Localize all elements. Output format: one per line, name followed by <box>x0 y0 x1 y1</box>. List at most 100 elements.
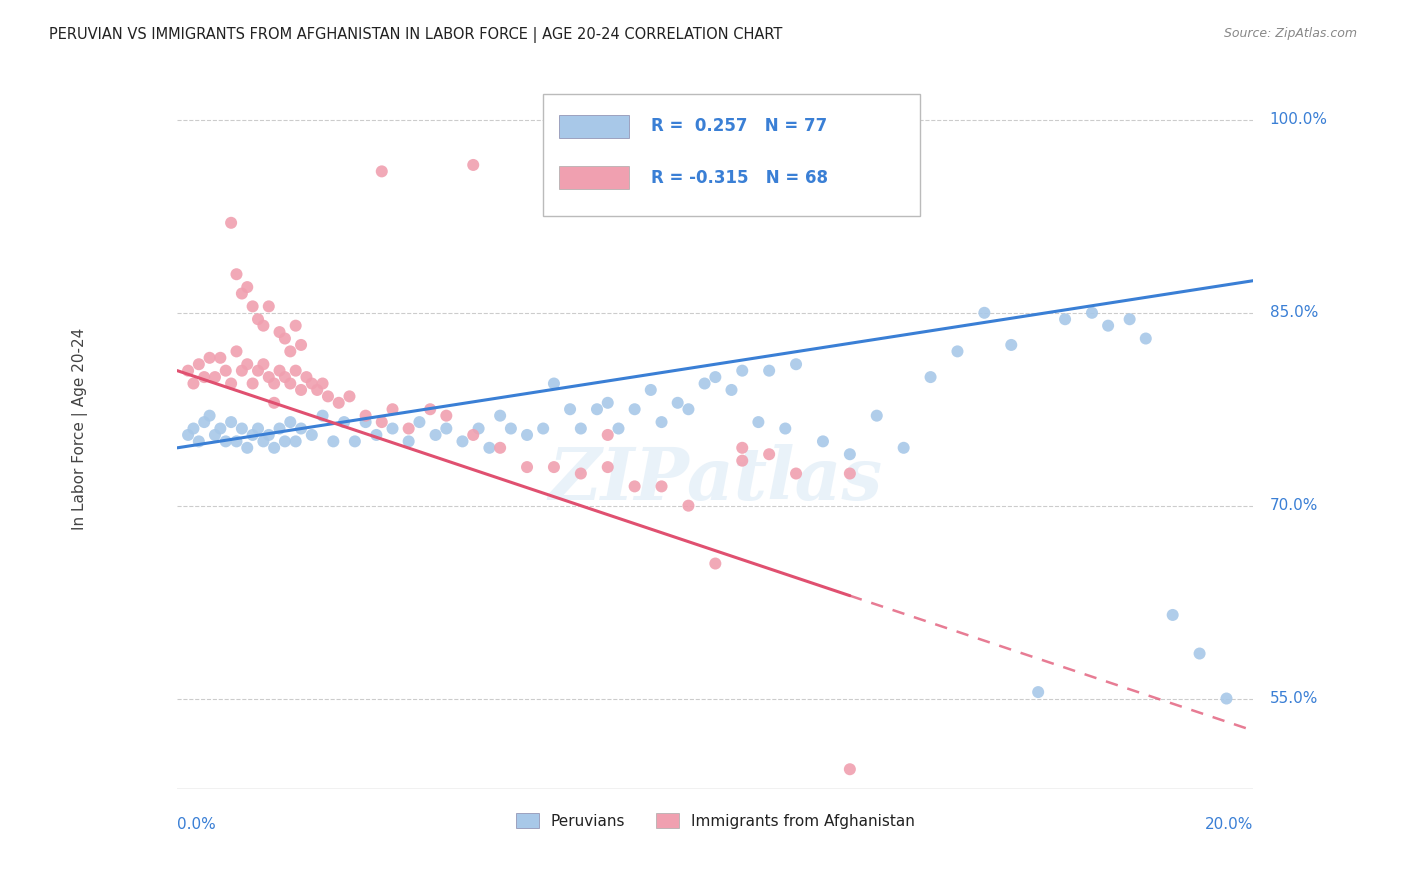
Point <box>278 344 301 359</box>
Point <box>225 344 247 359</box>
Point <box>558 402 581 417</box>
Point <box>231 364 253 378</box>
Point <box>278 376 301 391</box>
Point <box>758 447 780 461</box>
Point <box>257 370 280 384</box>
Point <box>1081 306 1104 320</box>
FancyBboxPatch shape <box>560 166 630 189</box>
Point <box>973 306 995 320</box>
Point <box>290 421 312 435</box>
Point <box>236 357 259 371</box>
Point <box>316 389 339 403</box>
Point <box>257 299 280 313</box>
Point <box>775 421 797 435</box>
Point <box>242 376 264 391</box>
Point <box>225 267 247 281</box>
Point <box>478 441 501 455</box>
Point <box>543 376 565 391</box>
Point <box>247 364 270 378</box>
FancyBboxPatch shape <box>543 95 920 217</box>
Point <box>343 434 366 449</box>
Point <box>252 318 274 333</box>
Legend: Peruvians, Immigrants from Afghanistan: Peruvians, Immigrants from Afghanistan <box>509 806 921 835</box>
Point <box>219 376 242 391</box>
Point <box>215 364 238 378</box>
Point <box>596 428 619 442</box>
Point <box>219 415 242 429</box>
Point <box>333 415 356 429</box>
Text: 100.0%: 100.0% <box>1270 112 1327 128</box>
Point <box>301 428 323 442</box>
Text: 55.0%: 55.0% <box>1270 691 1317 706</box>
Point <box>1188 647 1211 661</box>
Point <box>274 332 297 346</box>
Text: 0.0%: 0.0% <box>177 817 217 832</box>
Point <box>187 357 209 371</box>
Point <box>257 428 280 442</box>
Point <box>893 441 915 455</box>
Point <box>269 364 291 378</box>
Text: 70.0%: 70.0% <box>1270 498 1317 513</box>
Point <box>219 216 242 230</box>
Point <box>371 164 394 178</box>
Point <box>434 421 457 435</box>
Point <box>1161 607 1184 622</box>
Point <box>177 428 200 442</box>
Point <box>339 389 361 403</box>
Point <box>543 460 565 475</box>
Point <box>187 434 209 449</box>
Point <box>198 409 221 423</box>
Point <box>838 467 860 481</box>
Point <box>284 318 307 333</box>
Point <box>236 280 259 294</box>
Point <box>209 421 232 435</box>
Point <box>1135 332 1157 346</box>
Point <box>666 396 689 410</box>
Point <box>623 479 645 493</box>
Point <box>290 338 312 352</box>
Point <box>693 376 716 391</box>
Point <box>398 421 420 435</box>
Point <box>295 370 318 384</box>
Point <box>451 434 474 449</box>
Point <box>720 383 742 397</box>
Point <box>758 364 780 378</box>
Point <box>785 467 807 481</box>
Point <box>263 441 285 455</box>
Point <box>215 434 238 449</box>
Point <box>284 434 307 449</box>
Point <box>419 402 441 417</box>
Point <box>301 376 323 391</box>
Point <box>651 479 673 493</box>
Point <box>920 370 942 384</box>
Point <box>731 364 754 378</box>
Point <box>381 421 404 435</box>
Point <box>242 428 264 442</box>
Point <box>425 428 447 442</box>
Point <box>193 415 215 429</box>
Point <box>398 434 420 449</box>
Point <box>269 325 291 339</box>
Point <box>1215 691 1237 706</box>
Point <box>811 434 834 449</box>
Point <box>731 441 754 455</box>
Point <box>489 441 512 455</box>
Point <box>747 415 769 429</box>
Point <box>284 364 307 378</box>
Point <box>640 383 662 397</box>
Point <box>866 409 889 423</box>
Point <box>252 357 274 371</box>
Point <box>183 421 205 435</box>
Point <box>193 370 215 384</box>
Point <box>434 409 457 423</box>
Point <box>269 421 291 435</box>
Point <box>231 286 253 301</box>
Point <box>516 428 538 442</box>
Point <box>651 415 673 429</box>
Point <box>463 428 485 442</box>
Point <box>247 312 270 326</box>
Point <box>678 499 700 513</box>
Point <box>354 409 377 423</box>
Point <box>225 434 247 449</box>
Point <box>247 421 270 435</box>
